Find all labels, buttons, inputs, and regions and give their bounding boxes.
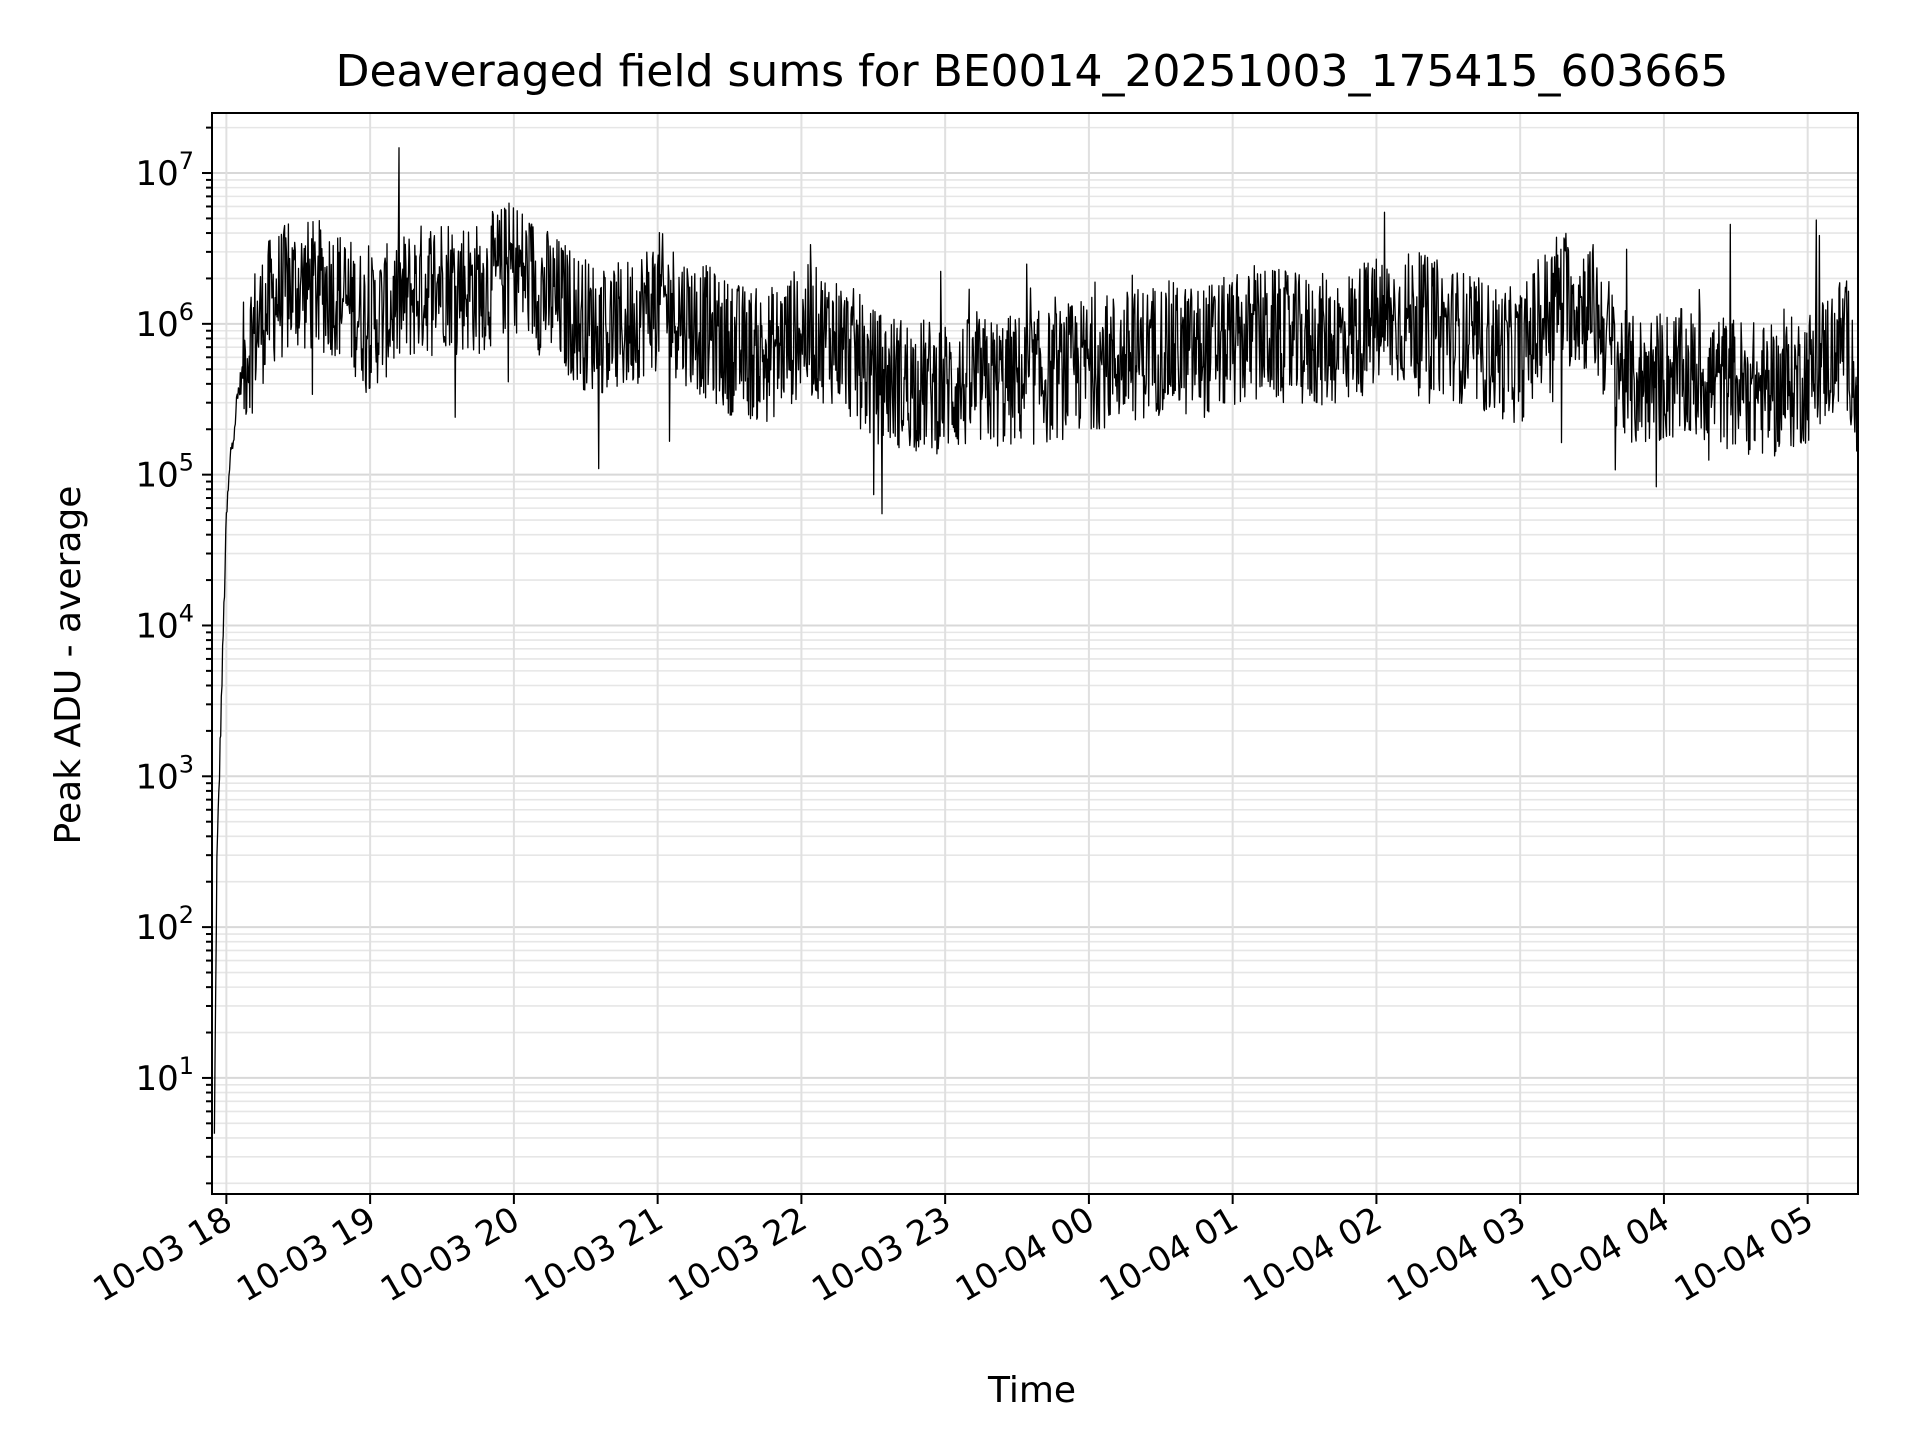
grid — [212, 113, 1858, 1194]
y-tick-exponent: 3 — [179, 750, 194, 778]
y-tick-exponent: 1 — [179, 1052, 194, 1080]
x-axis-label: Time — [987, 1370, 1076, 1411]
y-tick-base: 10 — [135, 1059, 178, 1099]
y-tick-exponent: 4 — [179, 599, 194, 627]
y-tick-label: 107 — [135, 147, 194, 194]
y-tick-base: 10 — [135, 908, 178, 948]
y-tick-label: 101 — [135, 1052, 194, 1099]
y-axis-label: Peak ADU - average — [48, 486, 89, 845]
data-line-layer — [213, 147, 1859, 1134]
y-tick-label: 102 — [135, 901, 194, 948]
series-line — [213, 147, 1859, 1134]
y-tick-exponent: 5 — [179, 449, 194, 477]
chart-title: Deaveraged field sums for BE0014_2025100… — [336, 46, 1729, 97]
y-tick-label: 103 — [135, 750, 194, 797]
plot-frame — [211, 112, 1859, 1195]
y-tick-base: 10 — [135, 305, 178, 345]
y-tick-base: 10 — [135, 154, 178, 194]
y-tick-exponent: 2 — [179, 901, 194, 929]
y-tick-base: 10 — [135, 606, 178, 646]
y-tick-label: 104 — [135, 599, 194, 646]
y-tick-exponent: 7 — [179, 147, 194, 175]
y-tick-base: 10 — [135, 757, 178, 797]
y-tick-base: 10 — [135, 456, 178, 496]
y-tick-exponent: 6 — [179, 298, 194, 326]
y-tick-label: 105 — [135, 449, 194, 496]
y-tick-label: 106 — [135, 298, 194, 345]
